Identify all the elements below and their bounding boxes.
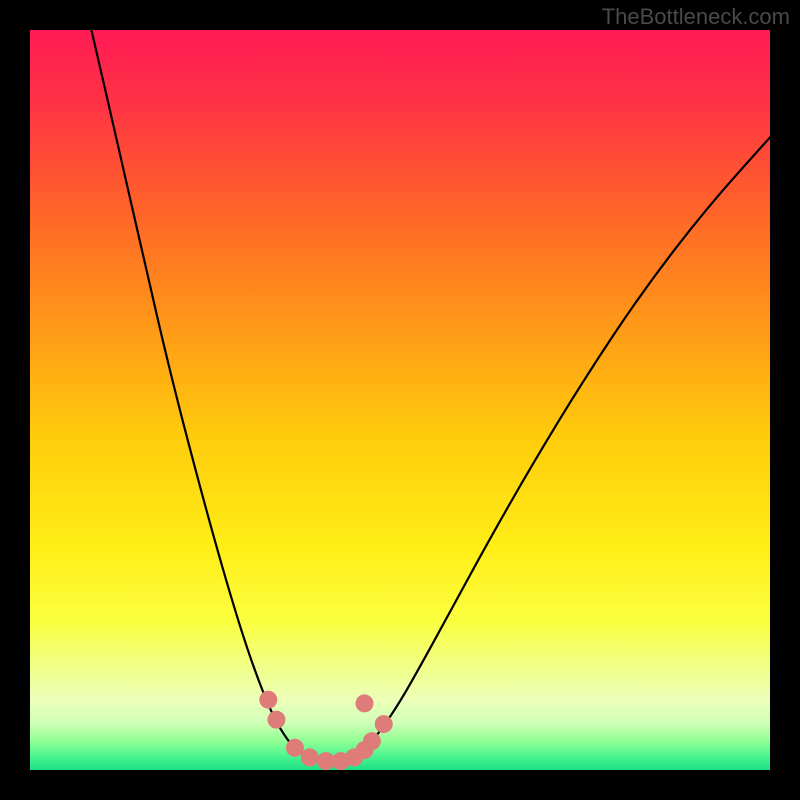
watermark-text: TheBottleneck.com	[602, 4, 790, 30]
chart-container: TheBottleneck.com	[0, 0, 800, 800]
data-marker	[355, 694, 373, 712]
data-marker	[267, 711, 285, 729]
gradient-background	[30, 30, 770, 770]
plot-area	[30, 30, 770, 770]
data-marker	[363, 732, 381, 750]
data-marker	[301, 748, 319, 766]
data-marker	[286, 739, 304, 757]
data-marker	[259, 691, 277, 709]
chart-svg	[30, 30, 770, 770]
data-marker	[375, 715, 393, 733]
